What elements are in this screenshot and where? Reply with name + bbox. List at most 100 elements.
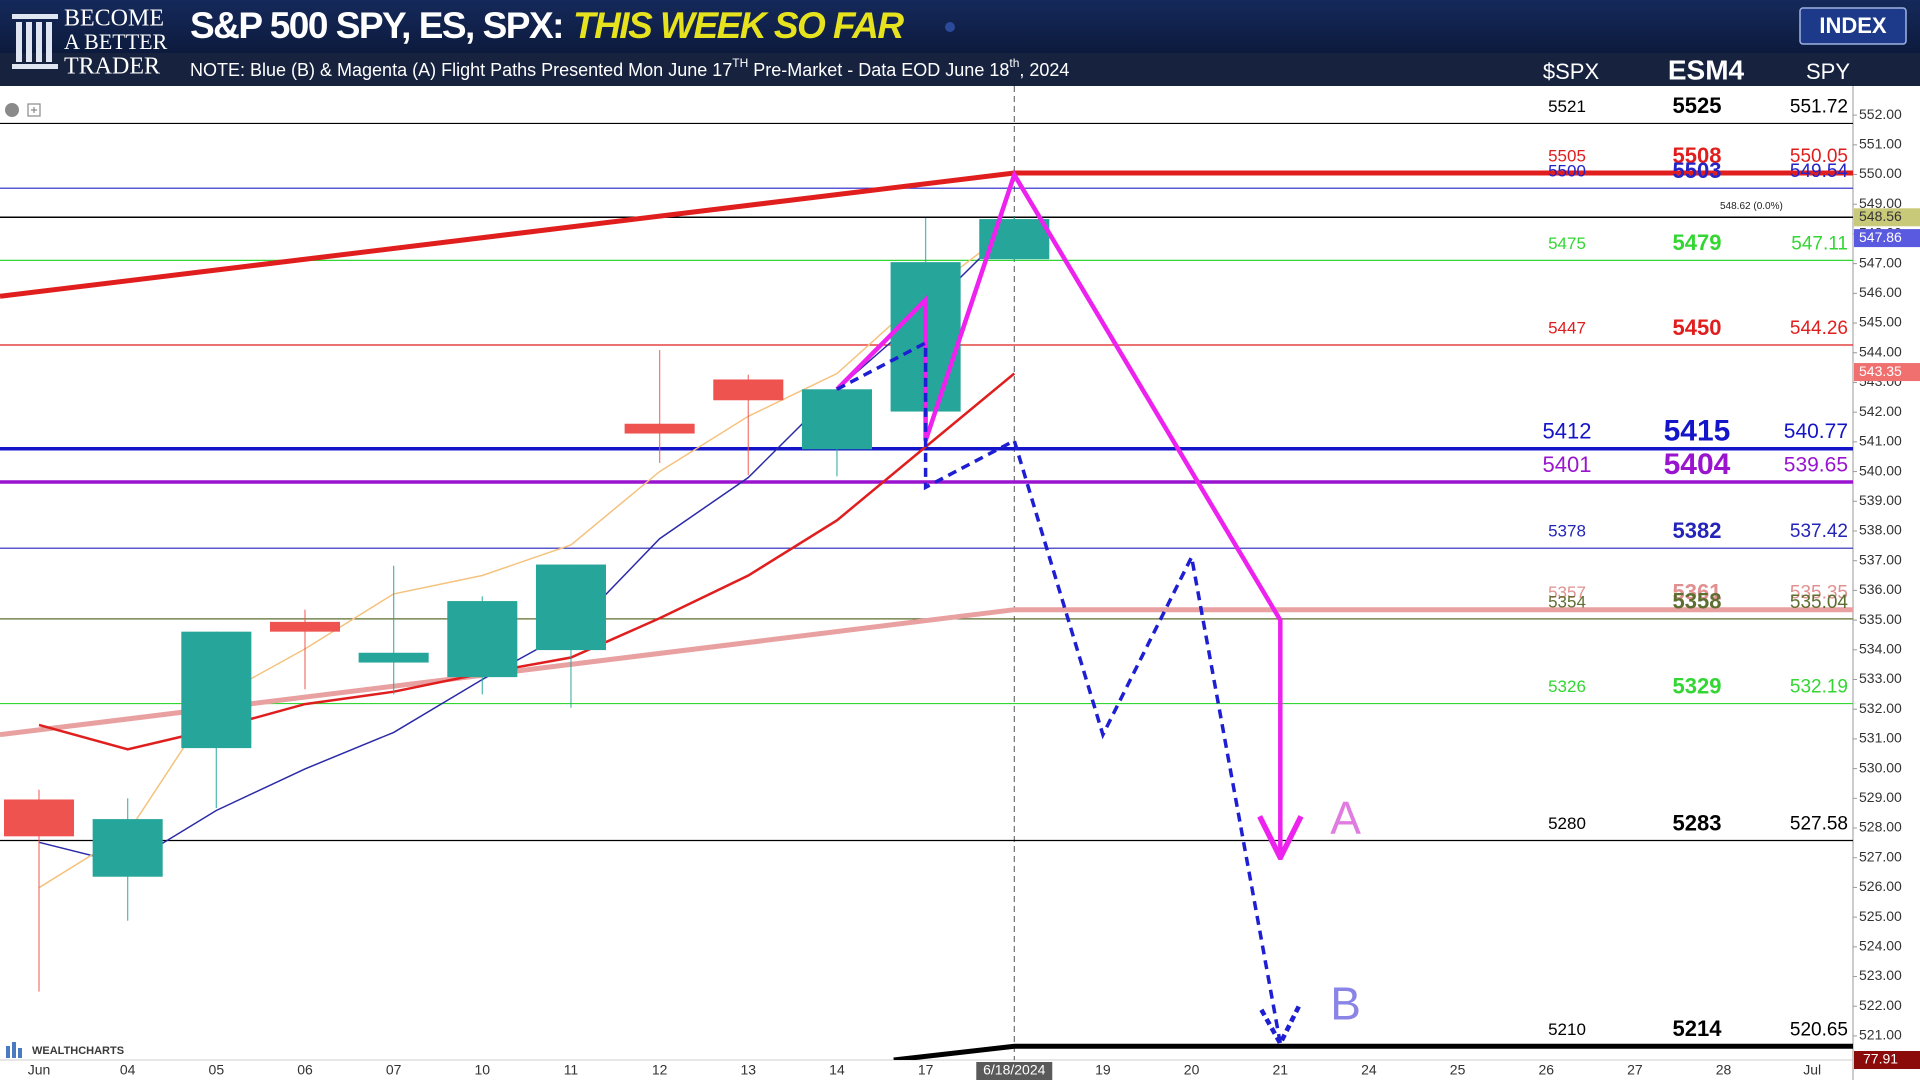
spy-level: 527.58	[1790, 814, 1848, 835]
brand-line: A BETTER	[64, 29, 168, 54]
flight-path-label: A	[1330, 792, 1361, 844]
bottom-tag-label: 77.91	[1863, 1051, 1898, 1067]
spx-level: 5326	[1548, 677, 1586, 696]
spx-level: 5401	[1543, 452, 1592, 477]
es-level: 5358	[1673, 589, 1722, 614]
x-tick-label: 26	[1538, 1062, 1554, 1078]
title-highlight: THIS WEEK SO FAR	[573, 5, 904, 46]
y-tick-label: 539.00	[1859, 492, 1902, 508]
spy-level: 549.54	[1790, 161, 1849, 182]
spy-level: 544.26	[1790, 318, 1848, 339]
x-tick-label: 17	[918, 1062, 934, 1078]
y-tick-label: 527.00	[1859, 848, 1902, 864]
x-tick-label: 27	[1627, 1062, 1643, 1078]
candle-body	[3, 799, 75, 837]
y-tick-label: 532.00	[1859, 700, 1902, 716]
cursor-label-bg	[976, 1062, 1053, 1080]
plot	[0, 86, 1853, 1060]
watermark: WEALTHCHARTS	[32, 1045, 124, 1057]
header-bottom	[0, 53, 1920, 86]
es-level: 5382	[1673, 518, 1722, 543]
es-level: 5479	[1673, 230, 1722, 255]
candle-body	[92, 819, 163, 877]
plot-area	[0, 86, 1853, 1060]
y-tick-label: 545.00	[1859, 314, 1902, 330]
y-tick-label: 542.00	[1859, 403, 1902, 419]
x-tick-label: 06	[297, 1062, 313, 1078]
y-tick-label: 529.00	[1859, 789, 1902, 805]
y-tick-label: 552.00	[1859, 106, 1902, 122]
spy-level: 550.05	[1790, 146, 1848, 167]
y-tick-label: 549.00	[1859, 195, 1902, 211]
y-tick-label: 526.00	[1859, 878, 1902, 894]
es-level: 5415	[1664, 415, 1731, 448]
y-tick-label: 537.00	[1859, 551, 1902, 567]
x-tick-label: 05	[209, 1062, 225, 1078]
es-level: 5503	[1673, 158, 1722, 183]
x-tick-label: 10	[475, 1062, 491, 1078]
candle-body	[447, 601, 518, 678]
price-tag	[1854, 363, 1920, 382]
spx-level: 5357	[1548, 583, 1586, 602]
y-tick-label: 541.00	[1859, 433, 1902, 449]
candle-body	[358, 652, 429, 663]
settings-icon[interactable]	[5, 103, 19, 117]
note-superscript: TH	[732, 56, 748, 70]
index-button[interactable]	[1799, 7, 1907, 45]
es-level: 5525	[1673, 93, 1722, 118]
note-part: NOTE: Blue (B) & Magenta (A) Flight Path…	[190, 60, 732, 80]
y-tick-label: 538.00	[1859, 522, 1902, 538]
spx-level: 5505	[1548, 147, 1586, 166]
note: NOTE: Blue (B) & Magenta (A) Flight Path…	[190, 56, 1069, 80]
candle-body	[713, 379, 784, 401]
spx-level: 5475	[1548, 234, 1586, 253]
header-dot	[945, 22, 955, 32]
es-level: 5404	[1664, 448, 1731, 481]
spy-level: 540.77	[1784, 420, 1848, 443]
y-tick-label: 530.00	[1859, 759, 1902, 775]
y-tick-label: 531.00	[1859, 730, 1902, 746]
x-tick-label: 20	[1184, 1062, 1200, 1078]
flight-path	[835, 169, 1280, 858]
title-main: S&P 500 SPY, ES, SPX:	[190, 5, 563, 46]
column-header: SPY	[1806, 59, 1850, 84]
spy-level: 539.65	[1784, 454, 1848, 477]
price-tag-label: 547.86	[1859, 229, 1902, 245]
price-tag	[1854, 208, 1920, 227]
spy-level: 551.72	[1790, 96, 1848, 117]
index-button-label[interactable]: INDEX	[1819, 13, 1887, 38]
candle-body	[801, 389, 872, 450]
toolbar-icons[interactable]	[5, 103, 41, 117]
x-tick-label: 21	[1272, 1062, 1288, 1078]
note-superscript: th	[1009, 56, 1019, 70]
flight-path-label: B	[1330, 978, 1361, 1030]
x-tick-label: 11	[564, 1062, 579, 1078]
y-tick-label: 536.00	[1859, 581, 1902, 597]
spx-level: 5378	[1548, 522, 1586, 541]
x-tick-label: 04	[120, 1062, 136, 1078]
price-tag	[1854, 229, 1920, 248]
candle-body	[535, 564, 606, 651]
spx-level: 5280	[1548, 814, 1586, 833]
y-tick-label: 547.00	[1859, 254, 1902, 270]
title: S&P 500 SPY, ES, SPX: THIS WEEK SO FAR	[190, 5, 904, 46]
x-tick-label: Jun	[28, 1062, 51, 1078]
bottom-tag	[1854, 1051, 1920, 1069]
y-tick-label: 546.00	[1859, 284, 1902, 300]
note-part: Pre-Market - Data EOD June 18	[748, 60, 1009, 80]
x-tick-label: 24	[1361, 1062, 1377, 1078]
y-tick-label: 528.00	[1859, 819, 1902, 835]
x-tick-label: 12	[652, 1062, 668, 1078]
es-level: 5283	[1673, 810, 1722, 835]
x-tick-label: 14	[829, 1062, 845, 1078]
y-tick-label: 525.00	[1859, 908, 1902, 924]
y-tick-label: 535.00	[1859, 611, 1902, 627]
es-level: 5508	[1673, 143, 1722, 168]
price-axis	[1853, 86, 1920, 1080]
spy-level: 532.19	[1790, 677, 1848, 698]
spx-level: 5521	[1548, 97, 1586, 116]
add-icon[interactable]	[27, 103, 41, 117]
es-level: 5450	[1673, 315, 1722, 340]
y-tick-label: 524.00	[1859, 938, 1902, 954]
